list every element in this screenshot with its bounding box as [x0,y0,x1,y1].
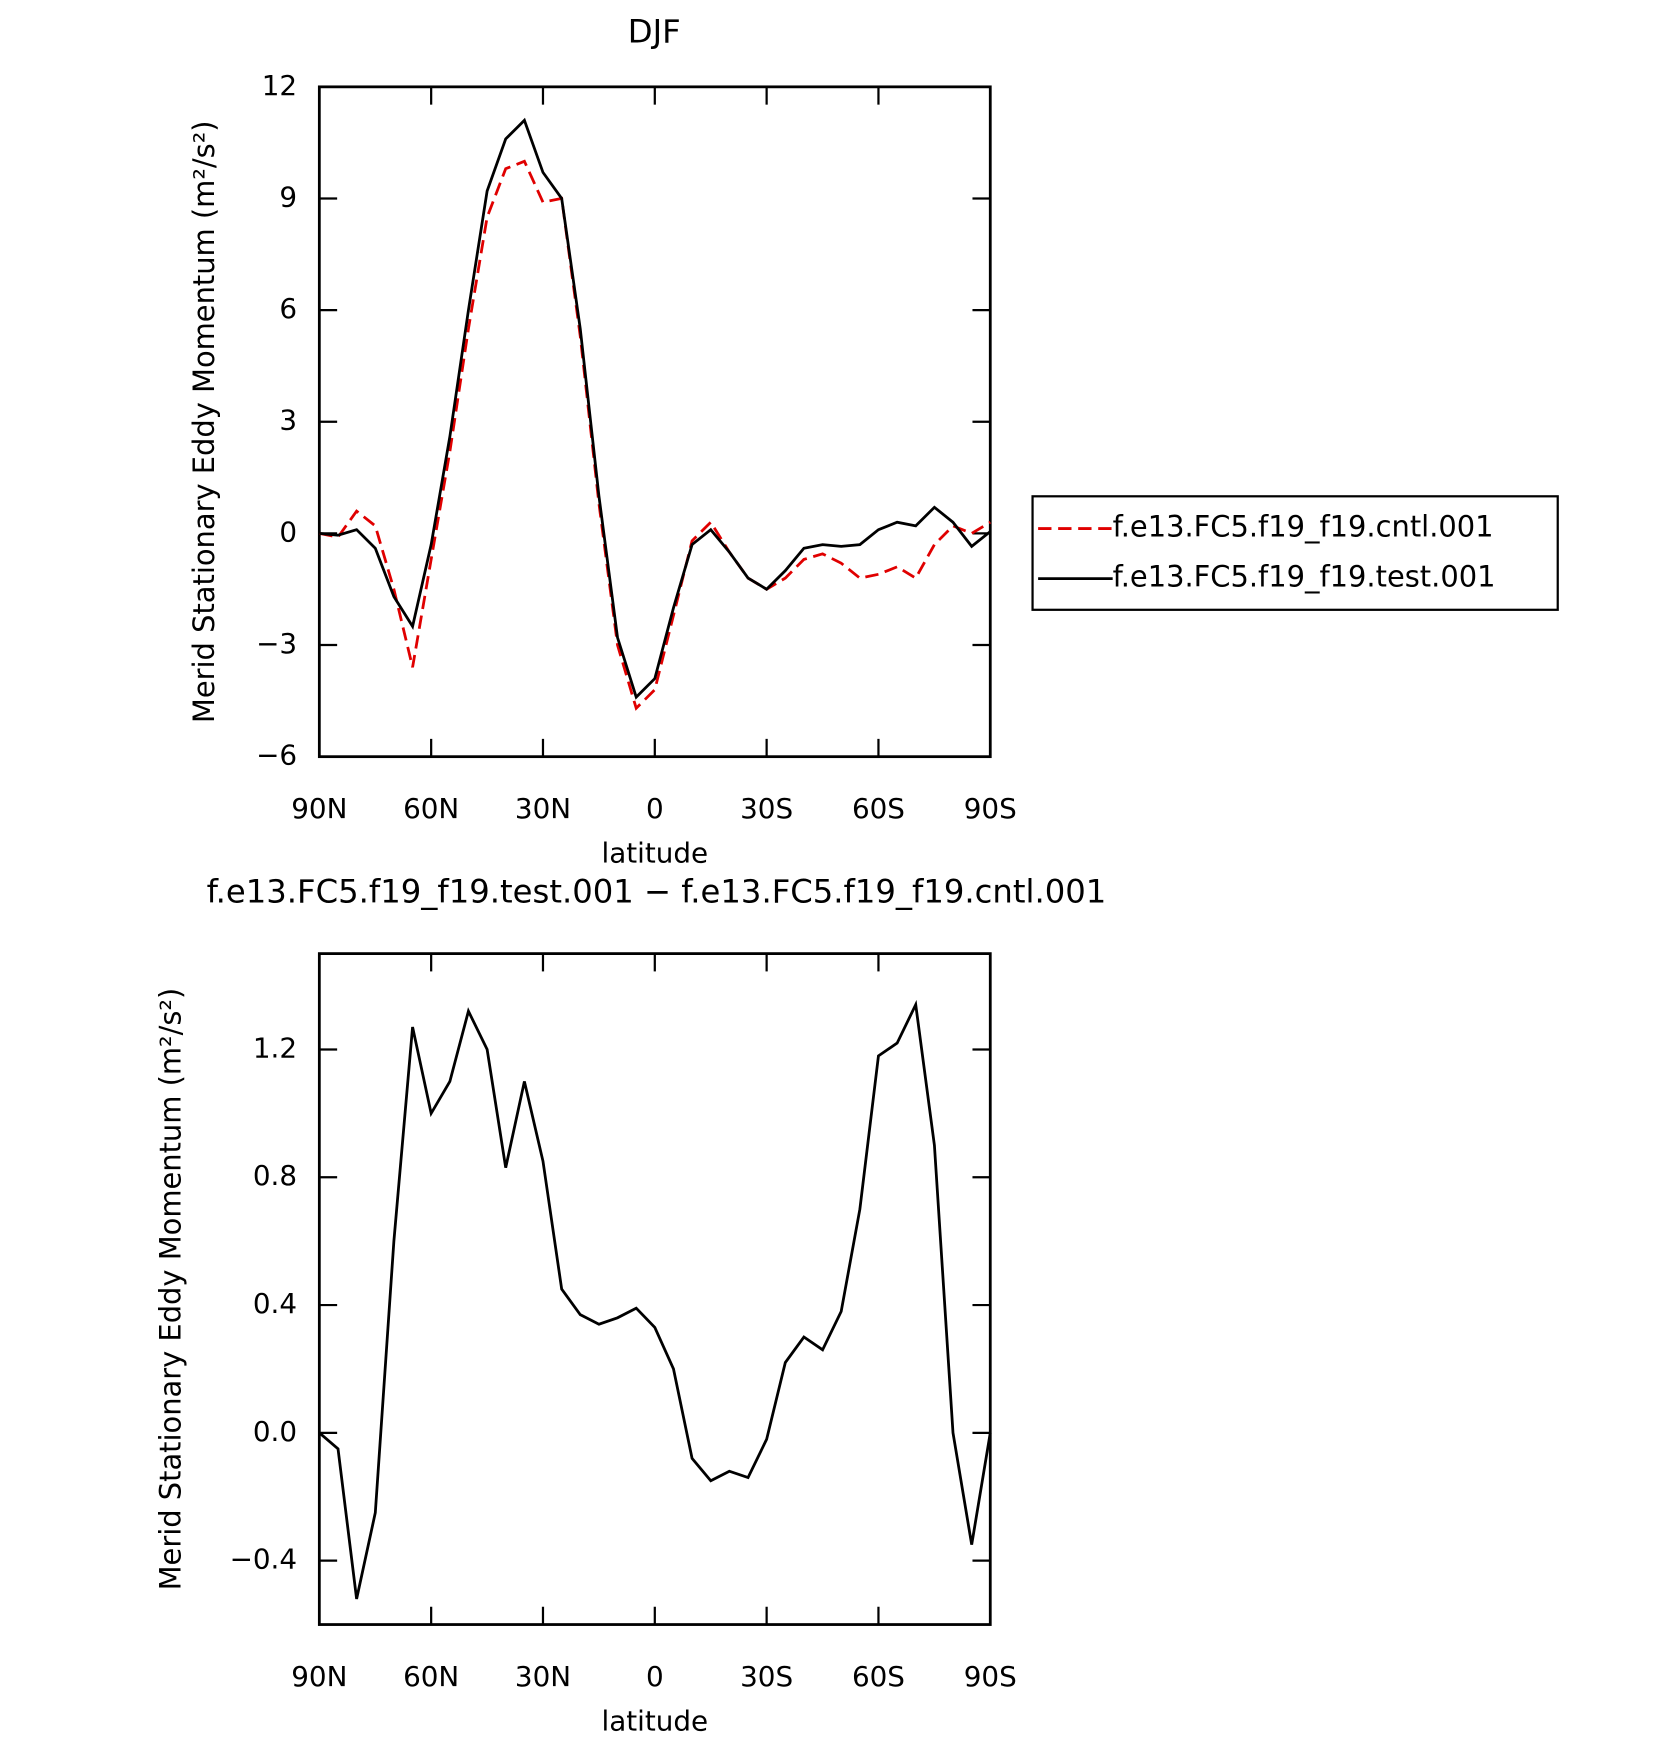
y-tick-label: −6 [256,739,297,772]
legend-label: f.e13.FC5.f19_f19.cntl.001 [1113,510,1494,544]
x-tick-label: 60S [852,792,905,825]
y-tick-label: 0.4 [253,1287,297,1320]
x-tick-label: 90N [291,1660,347,1693]
x-tick-label: 90N [291,792,347,825]
y-tick-label: 3 [279,404,297,437]
legend-label: f.e13.FC5.f19_f19.test.001 [1113,560,1496,594]
x-tick-label: 90S [964,1660,1017,1693]
chart-title: DJF [628,12,681,50]
x-tick-label: 30N [515,792,571,825]
x-tick-label: 60S [852,1660,905,1693]
plot-frame [317,85,992,759]
x-axis-label: latitude [601,1704,708,1737]
y-axis-label: Merid Stationary Eddy Momentum (m²/s²) [187,120,221,723]
x-tick-label: 30N [515,1660,571,1693]
y-tick-label: 9 [279,180,297,213]
y-tick-label: −3 [256,627,297,660]
y-tick-label: 0.0 [253,1415,297,1448]
y-tick-label: 0 [279,515,297,548]
x-tick-label: 30S [740,1660,793,1693]
x-tick-label: 30S [740,792,793,825]
x-tick-label: 90S [964,792,1017,825]
y-tick-label: −0.4 [230,1543,297,1576]
x-tick-label: 0 [646,1660,664,1693]
legend-box [1031,495,1559,611]
series-line [319,159,991,711]
series-line [319,117,992,700]
series-line [318,999,992,1600]
y-tick-label: 0.8 [253,1159,297,1192]
x-tick-label: 0 [646,792,664,825]
x-axis-label: latitude [601,837,708,870]
x-tick-label: 60N [403,1660,459,1693]
chart-title: f.e13.FC5.f19_f19.test.001 − f.e13.FC5.f… [207,873,1107,911]
x-tick-label: 60N [403,792,459,825]
y-tick-label: 6 [279,292,297,325]
y-tick-label: 1.2 [253,1031,297,1064]
y-tick-label: 12 [262,69,297,102]
plot-frame [317,952,992,1626]
y-axis-label: Merid Stationary Eddy Momentum (m²/s²) [153,988,187,1591]
